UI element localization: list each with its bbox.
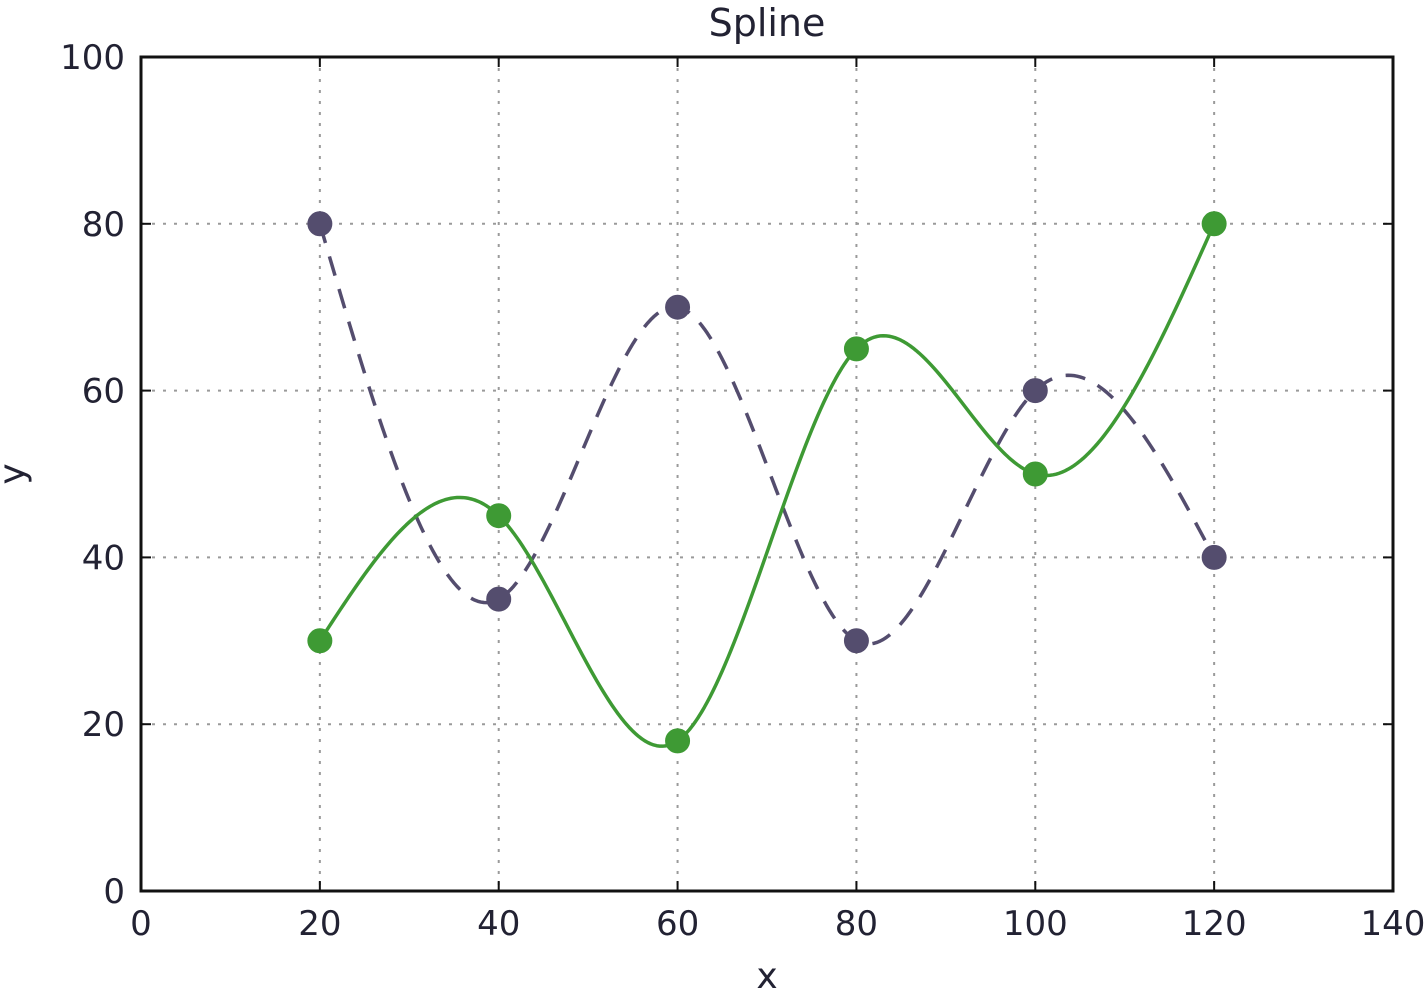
x-tick-label-20: 20 [298, 904, 341, 944]
series-2-point-2 [486, 503, 512, 529]
x-tick-label-140: 140 [1361, 904, 1425, 944]
series-1-point-5 [1022, 378, 1048, 404]
x-tick-label-40: 40 [477, 904, 520, 944]
series-2-point-5 [1022, 461, 1048, 487]
ticks: 0 20 40 60 80 100 120 140 0 20 40 60 80 100 [60, 38, 1425, 944]
x-tick-label-100: 100 [1003, 904, 1068, 944]
series-2-point-3 [665, 728, 691, 754]
series-1-point-6 [1201, 544, 1227, 570]
x-tick-label-120: 120 [1182, 904, 1247, 944]
series-1-point-4 [843, 628, 869, 654]
y-tick-label-80: 80 [82, 205, 125, 245]
chart-title: Spline [709, 1, 826, 45]
series-1-point-1 [307, 211, 333, 237]
x-axis-title: x [756, 956, 777, 992]
y-tick-label-40: 40 [82, 538, 125, 578]
series-1-point-2 [486, 586, 512, 612]
series-2-point-4 [843, 336, 869, 362]
x-tick-label-0: 0 [130, 904, 152, 944]
x-tick-label-60: 60 [656, 904, 699, 944]
grid [141, 57, 1393, 891]
series-2-point-6 [1201, 211, 1227, 237]
y-tick-label-100: 100 [60, 38, 125, 78]
y-tick-label-20: 20 [82, 705, 125, 745]
series-2-line [318, 223, 1216, 748]
series-layer [307, 211, 1227, 754]
series-1-point-3 [665, 294, 691, 320]
y-tick-label-60: 60 [82, 372, 125, 412]
series-1-line [318, 223, 1216, 646]
x-tick-label-80: 80 [835, 904, 878, 944]
series-2-point-1 [307, 628, 333, 654]
plot-frame [139, 55, 1395, 893]
y-tick-label-0: 0 [103, 872, 125, 912]
y-axis-title: y [0, 463, 33, 484]
